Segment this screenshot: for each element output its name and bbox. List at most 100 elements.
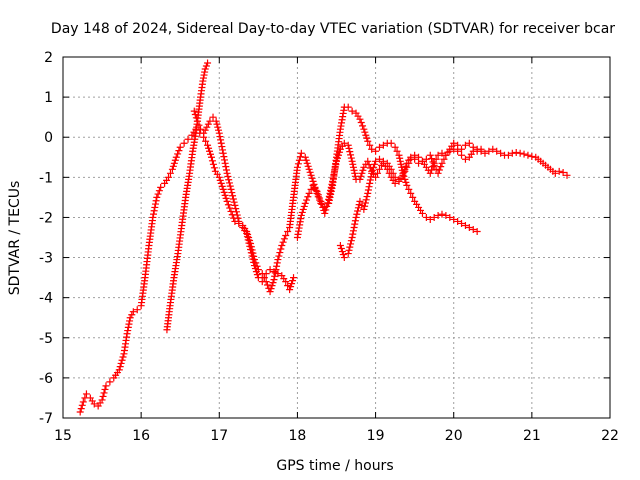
arc-1-sample	[299, 205, 307, 213]
arc-3-point	[403, 181, 411, 189]
arc-3-sample	[397, 160, 405, 168]
arc-1-point	[223, 197, 231, 205]
arc-4-point	[477, 145, 485, 153]
arc-1-point	[520, 150, 528, 158]
arc-3-point	[301, 153, 309, 161]
arc-4-sample	[371, 160, 379, 168]
arc-3-sample	[393, 147, 401, 155]
arc-1-sample	[374, 169, 382, 177]
arc-3-sample	[325, 196, 333, 204]
arc-1-point	[516, 149, 524, 157]
arc-3-point	[434, 211, 442, 219]
arc-1-point	[90, 400, 98, 408]
arc-1-point	[82, 390, 90, 398]
arc-1-point	[297, 211, 305, 219]
arc-3-point	[250, 256, 258, 264]
arc-1-sample	[358, 169, 366, 177]
arc-3-point	[395, 151, 403, 159]
arc-3-sample	[191, 110, 199, 118]
arc-1-sample	[221, 191, 229, 199]
arc-4-sample	[367, 173, 375, 181]
arc-3-sample	[280, 235, 288, 243]
arc-4-sample	[385, 169, 393, 177]
arc-3-point	[465, 223, 473, 231]
arc-1-sample	[152, 197, 160, 205]
arc-1-point	[489, 145, 497, 153]
y-axis-label: SDTVAR / TECUs	[7, 181, 23, 296]
arc-3-sample	[307, 171, 315, 179]
arc-2-sample	[202, 62, 210, 70]
arc-3-sample	[273, 259, 281, 267]
arc-3-sample	[294, 160, 302, 168]
arc-1-point	[321, 209, 329, 217]
arc-3-point	[364, 137, 372, 145]
x-axis-ticks: 15 16 17 18 19 20 21 22	[54, 57, 619, 444]
arc-1-point	[485, 147, 493, 155]
arc-4-sample	[346, 243, 354, 251]
arc-3-sample	[311, 183, 319, 191]
arc-4-point	[469, 143, 477, 151]
arc-3-sample	[218, 143, 226, 151]
y-tick-label: -6	[39, 371, 53, 387]
arc-4-sample	[369, 166, 377, 174]
arc-3-sample	[326, 193, 334, 201]
arc-1-point	[115, 366, 123, 374]
arc-3-sample	[310, 180, 318, 188]
arc-4-sample	[429, 163, 437, 171]
arc-1-point	[461, 155, 469, 163]
arc-1-sample	[78, 401, 86, 409]
y-tick-label: -1	[39, 170, 53, 186]
x-tick-label: 16	[132, 428, 150, 444]
arc-3-point	[197, 125, 205, 133]
arc-3-sample	[306, 168, 314, 176]
arc-1-point	[438, 159, 446, 167]
x-tick-label: 17	[210, 428, 228, 444]
arc-1-sample	[220, 188, 228, 196]
y-tick-label: -2	[39, 210, 53, 226]
arc-3-point	[209, 113, 217, 121]
arc-1-point	[555, 167, 563, 175]
arc-3-sample	[405, 185, 413, 193]
arc-3-sample	[219, 146, 227, 154]
arc-1-sample	[347, 151, 355, 159]
arc-1-point	[172, 153, 180, 161]
arc-1-point	[563, 171, 571, 179]
arc-1-point	[254, 274, 262, 282]
arc-3-sample	[232, 208, 240, 216]
arc-3-sample	[272, 266, 280, 274]
arc-3-sample	[409, 193, 417, 201]
arc-1-sample	[118, 356, 126, 364]
arc-3-sample	[275, 252, 283, 260]
arc-1-point	[340, 139, 348, 147]
arc-1-sample	[101, 385, 109, 393]
arc-3-sample	[316, 196, 324, 204]
arc-1-sample	[169, 162, 177, 170]
arc-3-sample	[362, 131, 370, 139]
arc-1-sample	[300, 202, 308, 210]
arc-1-point	[372, 173, 380, 181]
arc-4-sample	[362, 196, 370, 204]
arc-3-sample	[215, 126, 223, 134]
arc-1-point	[512, 148, 520, 156]
arc-3-sample	[328, 184, 336, 192]
arc-1-sample	[202, 137, 210, 145]
arc-4-sample	[349, 227, 357, 235]
arc-3-point	[321, 203, 329, 211]
arc-3-sample	[363, 134, 371, 142]
arc-1-sample	[437, 163, 445, 171]
arc-4-point	[368, 169, 376, 177]
arc-1-sample	[216, 176, 224, 184]
arc-4-sample	[401, 167, 409, 175]
arc-1-sample	[209, 160, 217, 168]
arc-4-sample	[370, 163, 378, 171]
arc-3-point	[430, 213, 438, 221]
arc-4-point	[364, 189, 372, 197]
arc-3-sample	[248, 246, 256, 254]
arc-4-point	[352, 213, 360, 221]
arc-1-sample	[151, 203, 159, 211]
arc-4-point	[450, 139, 458, 147]
arc-4-point	[407, 155, 415, 163]
arc-3-point	[293, 163, 301, 171]
arc-1-sample	[217, 179, 225, 187]
